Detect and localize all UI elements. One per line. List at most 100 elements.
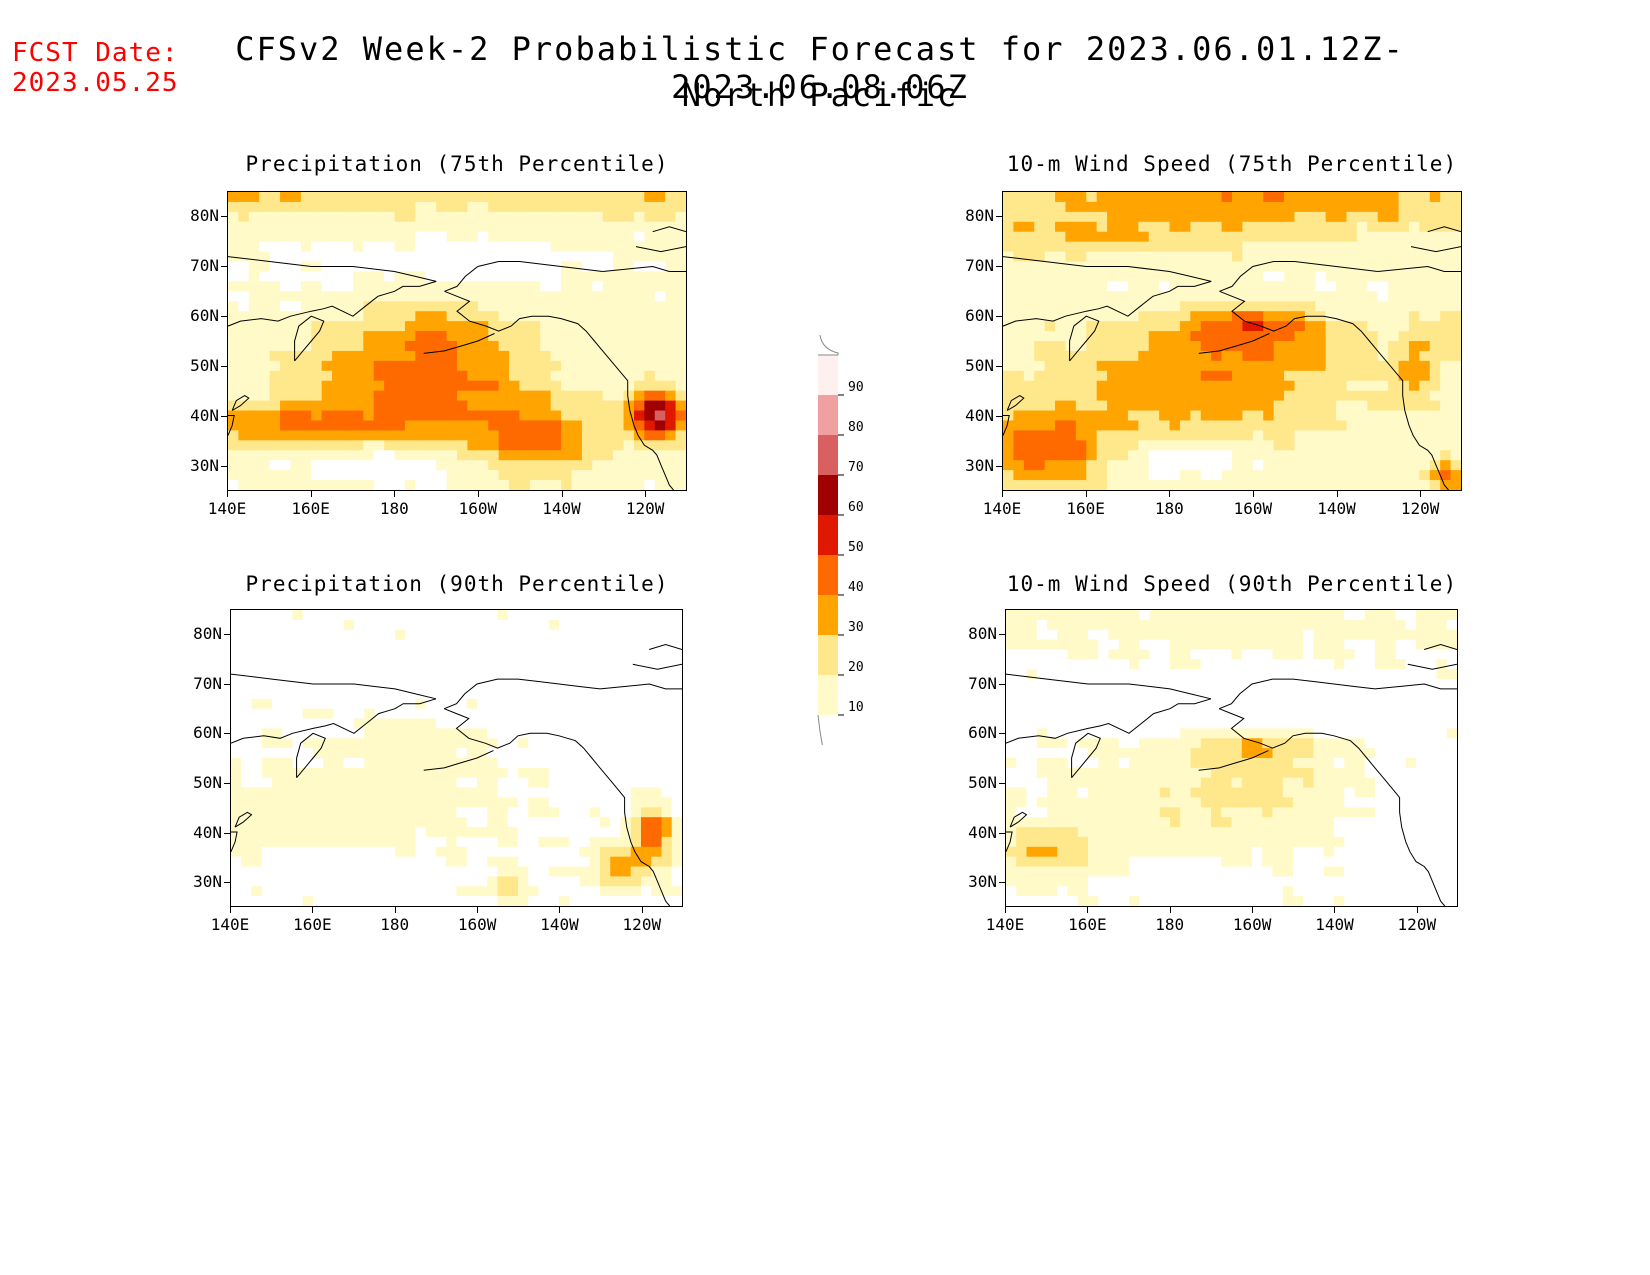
shade-cell <box>1334 807 1345 818</box>
shade-cell <box>1086 311 1098 322</box>
shade-cell <box>1180 629 1192 641</box>
shade-cell <box>384 619 396 631</box>
shade-cell <box>1364 758 1376 769</box>
shade-cell <box>1200 301 1212 312</box>
shade-cell <box>589 639 601 651</box>
shade-cell <box>1446 718 1457 729</box>
shade-cell <box>1179 360 1191 372</box>
shade-cell <box>1426 619 1438 631</box>
shade-cell <box>415 291 427 302</box>
shade-cell <box>1129 659 1140 670</box>
shade-cell <box>466 748 478 759</box>
shade-cell <box>1367 331 1379 342</box>
shade-cell <box>1408 331 1420 342</box>
shade-cell <box>436 758 447 769</box>
shade-cell <box>600 836 611 848</box>
shade-cell <box>1190 321 1202 332</box>
shade-cell <box>579 827 591 838</box>
shade-cell <box>1138 480 1150 490</box>
shade-cell <box>280 370 292 382</box>
shade-cell <box>404 221 416 233</box>
shade-cell <box>1356 221 1368 233</box>
shade-cell <box>290 380 302 392</box>
shade-cell <box>446 619 458 631</box>
shade-cell <box>1436 649 1448 660</box>
shade-cell <box>354 876 365 887</box>
shade-cell <box>661 856 673 868</box>
shade-cell <box>1375 728 1386 739</box>
shade-cell <box>623 360 635 372</box>
shade-cell <box>1127 291 1139 302</box>
shade-cell <box>1395 718 1407 729</box>
shade-cell <box>446 797 458 808</box>
shade-cell <box>1284 221 1296 233</box>
shade-cell <box>1055 350 1067 362</box>
shade-cell <box>1293 659 1304 670</box>
shade-cell <box>269 400 281 412</box>
shade-cell <box>1108 629 1120 641</box>
shade-cell <box>1096 301 1108 312</box>
shade-cell <box>311 400 323 412</box>
shade-cell <box>1440 440 1452 451</box>
shade-cell <box>405 827 417 838</box>
shade-cell <box>540 350 552 362</box>
shade-cell <box>488 331 500 342</box>
shade-cell <box>321 350 333 362</box>
shade-cell <box>1436 708 1448 720</box>
shade-cell <box>436 410 448 422</box>
shade-cell <box>1169 341 1181 352</box>
shade-cell <box>589 758 601 769</box>
shade-cell <box>1344 817 1356 828</box>
shade-cell <box>373 480 385 490</box>
shade-cell <box>1200 708 1212 720</box>
shade-cell <box>405 767 417 779</box>
shade-cell <box>1211 410 1223 422</box>
shade-cell <box>675 370 686 382</box>
shade-cell <box>633 192 645 203</box>
shade-cell <box>1159 817 1171 828</box>
shade-cell <box>1003 321 1015 332</box>
shade-cell <box>1419 192 1431 203</box>
shade-cell <box>248 440 260 451</box>
shade-cell <box>651 866 663 877</box>
shade-cell <box>548 866 560 877</box>
shade-cell <box>1273 480 1285 490</box>
shade-cell <box>272 856 283 868</box>
shade-cell <box>1003 211 1015 223</box>
shade-cell <box>1098 688 1110 700</box>
shade-cell <box>1232 360 1244 372</box>
shade-cell <box>292 866 304 877</box>
shade-cell <box>651 797 663 808</box>
shade-cell <box>518 728 529 739</box>
shade-cell <box>311 281 323 292</box>
shade-cell <box>457 420 469 431</box>
shade-cell <box>1408 321 1420 332</box>
shade-cell <box>1148 390 1160 402</box>
shade-cell <box>1262 718 1274 729</box>
shade-cell <box>425 728 437 739</box>
shade-cell <box>1231 610 1243 621</box>
shade-cell <box>228 331 240 342</box>
shade-cell <box>290 211 302 223</box>
shade-cell <box>272 708 283 720</box>
shade-cell <box>425 876 437 887</box>
shade-cell <box>1375 619 1386 631</box>
shade-cell <box>671 679 682 690</box>
shade-cell <box>1344 718 1356 729</box>
shade-cell <box>528 836 540 848</box>
shade-cell <box>592 350 604 362</box>
shade-cell <box>477 440 489 451</box>
shade-cell <box>1385 698 1397 710</box>
shade-cell <box>374 679 386 690</box>
shade-cell <box>600 629 611 641</box>
shade-cell <box>1170 817 1181 828</box>
shade-cell <box>1242 460 1254 471</box>
shade-cell <box>231 787 242 799</box>
shade-cell <box>1127 380 1139 392</box>
shade-cell <box>1303 787 1315 799</box>
shade-cell <box>1003 420 1015 431</box>
shade-cell <box>1169 291 1181 302</box>
shade-cell <box>1440 400 1452 412</box>
shade-cell <box>1323 777 1335 789</box>
shade-cell <box>1057 758 1069 769</box>
